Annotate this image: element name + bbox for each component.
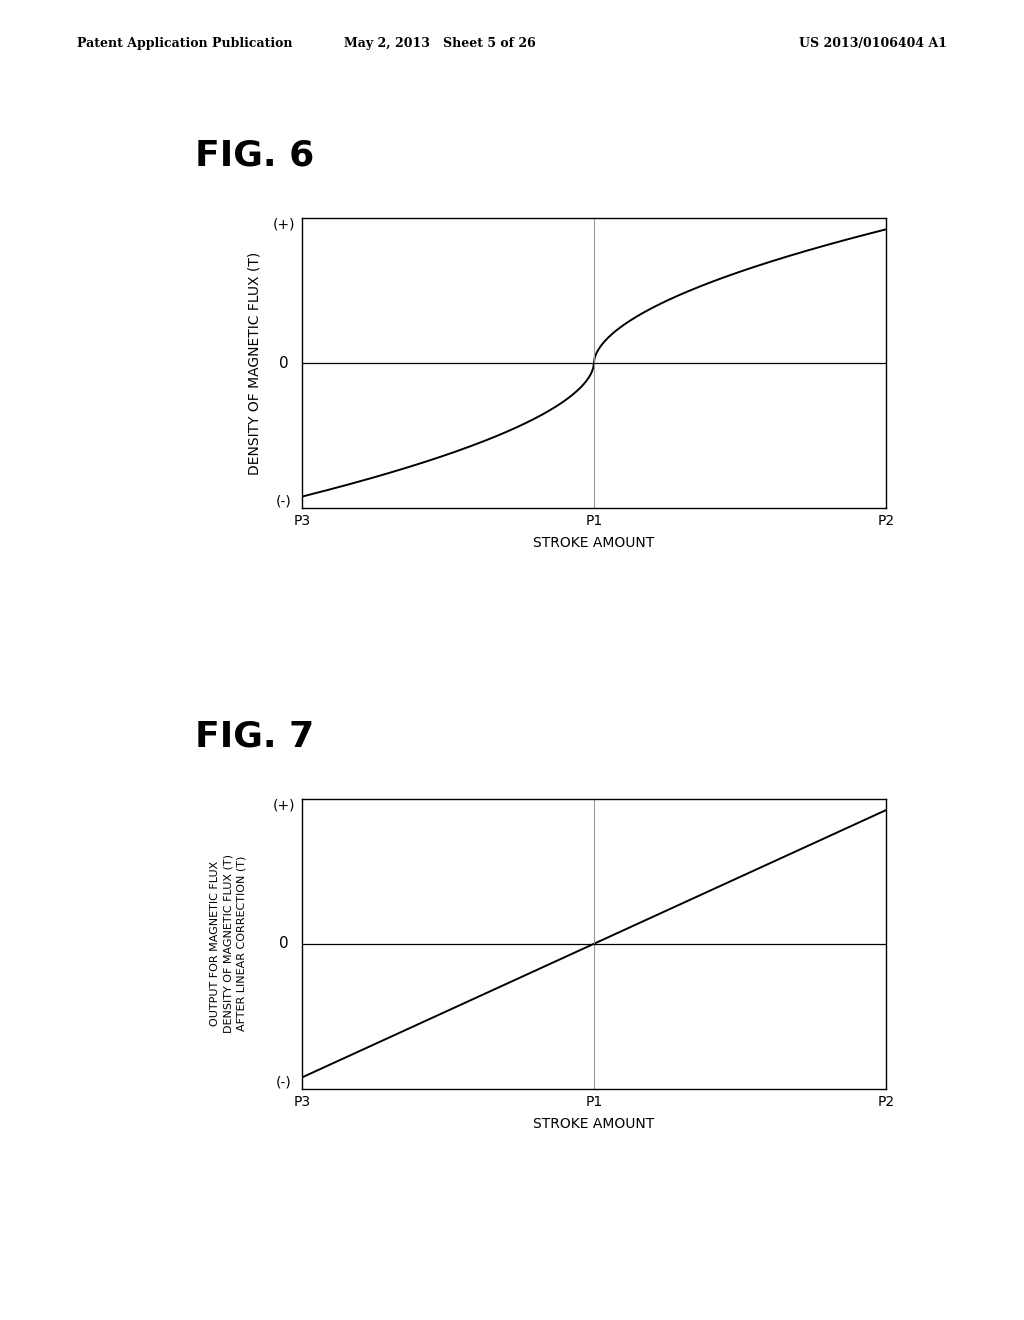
Y-axis label: OUTPUT FOR MAGNETIC FLUX
DENSITY OF MAGNETIC FLUX (T)
AFTER LINEAR CORRECTION (T: OUTPUT FOR MAGNETIC FLUX DENSITY OF MAGN… — [210, 854, 247, 1034]
Text: FIG. 7: FIG. 7 — [195, 719, 313, 754]
Text: 0: 0 — [279, 936, 289, 952]
Text: FIG. 6: FIG. 6 — [195, 139, 313, 173]
Text: Patent Application Publication: Patent Application Publication — [77, 37, 292, 50]
Text: 0: 0 — [279, 355, 289, 371]
X-axis label: STROKE AMOUNT: STROKE AMOUNT — [534, 536, 654, 550]
Text: May 2, 2013   Sheet 5 of 26: May 2, 2013 Sheet 5 of 26 — [344, 37, 537, 50]
X-axis label: STROKE AMOUNT: STROKE AMOUNT — [534, 1117, 654, 1131]
Text: US 2013/0106404 A1: US 2013/0106404 A1 — [799, 37, 947, 50]
Text: (+): (+) — [272, 218, 295, 232]
Text: (-): (-) — [275, 494, 292, 508]
Text: (-): (-) — [275, 1074, 292, 1089]
Y-axis label: DENSITY OF MAGNETIC FLUX (T): DENSITY OF MAGNETIC FLUX (T) — [247, 251, 261, 475]
Text: (+): (+) — [272, 799, 295, 813]
